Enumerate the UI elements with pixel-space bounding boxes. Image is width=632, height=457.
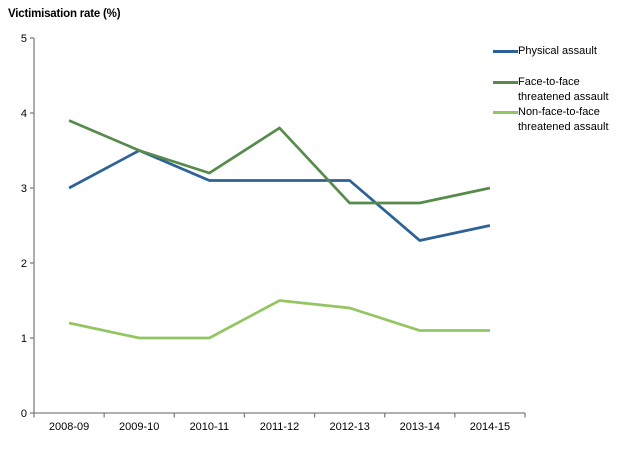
x-tick-label: 2008-09 — [49, 421, 89, 433]
legend-item-face-to-face-threatened-assault: Face-to-face threatened assault — [493, 75, 628, 105]
legend-label: Non-face-to-face threatened assault — [518, 105, 609, 135]
legend-label-line: threatened assault — [518, 90, 609, 103]
y-tick-label: 4 — [21, 108, 27, 120]
x-tick-label: 2009-10 — [119, 421, 159, 433]
x-tick-label: 2010-11 — [190, 421, 230, 433]
legend-label: Physical assault — [518, 44, 597, 59]
legend-item-physical-assault: Physical assault — [493, 44, 628, 59]
series-line-face-to-face-threatened-assault — [68, 119, 491, 205]
legend-label: Face-to-face threatened assault — [518, 75, 609, 105]
legend-line-swatch — [493, 110, 518, 114]
series-line-physical-assault — [68, 149, 491, 242]
y-tick-label: 3 — [21, 183, 27, 195]
legend-label-line: Face-to-face — [518, 75, 580, 88]
legend-item-non-face-to-face-threatened-assault: Non-face-to-face threatened assault — [493, 105, 628, 135]
y-tick-label: 1 — [21, 333, 27, 345]
legend-line-swatch — [493, 50, 518, 53]
x-tick-label: 2013-14 — [400, 421, 440, 433]
y-tick-label: 5 — [21, 33, 27, 45]
chart-title: Victimisation rate (%) — [8, 8, 121, 20]
x-tick-label: 2012-13 — [329, 421, 369, 433]
legend-label-line: threatened assault — [518, 120, 609, 133]
legend-line-swatch — [493, 80, 518, 84]
x-tick-label: 2014-15 — [470, 421, 510, 433]
y-tick-label: 2 — [21, 258, 27, 270]
legend: Physical assault Face-to-face threatened… — [493, 44, 628, 135]
x-tick-label: 2011-12 — [260, 421, 300, 433]
series-line-non-face-to-face-threatened-assault — [68, 299, 490, 340]
legend-label-line: Physical assault — [518, 45, 597, 57]
y-tick-label: 0 — [21, 408, 27, 420]
legend-label-line: Non-face-to-face — [518, 105, 600, 118]
